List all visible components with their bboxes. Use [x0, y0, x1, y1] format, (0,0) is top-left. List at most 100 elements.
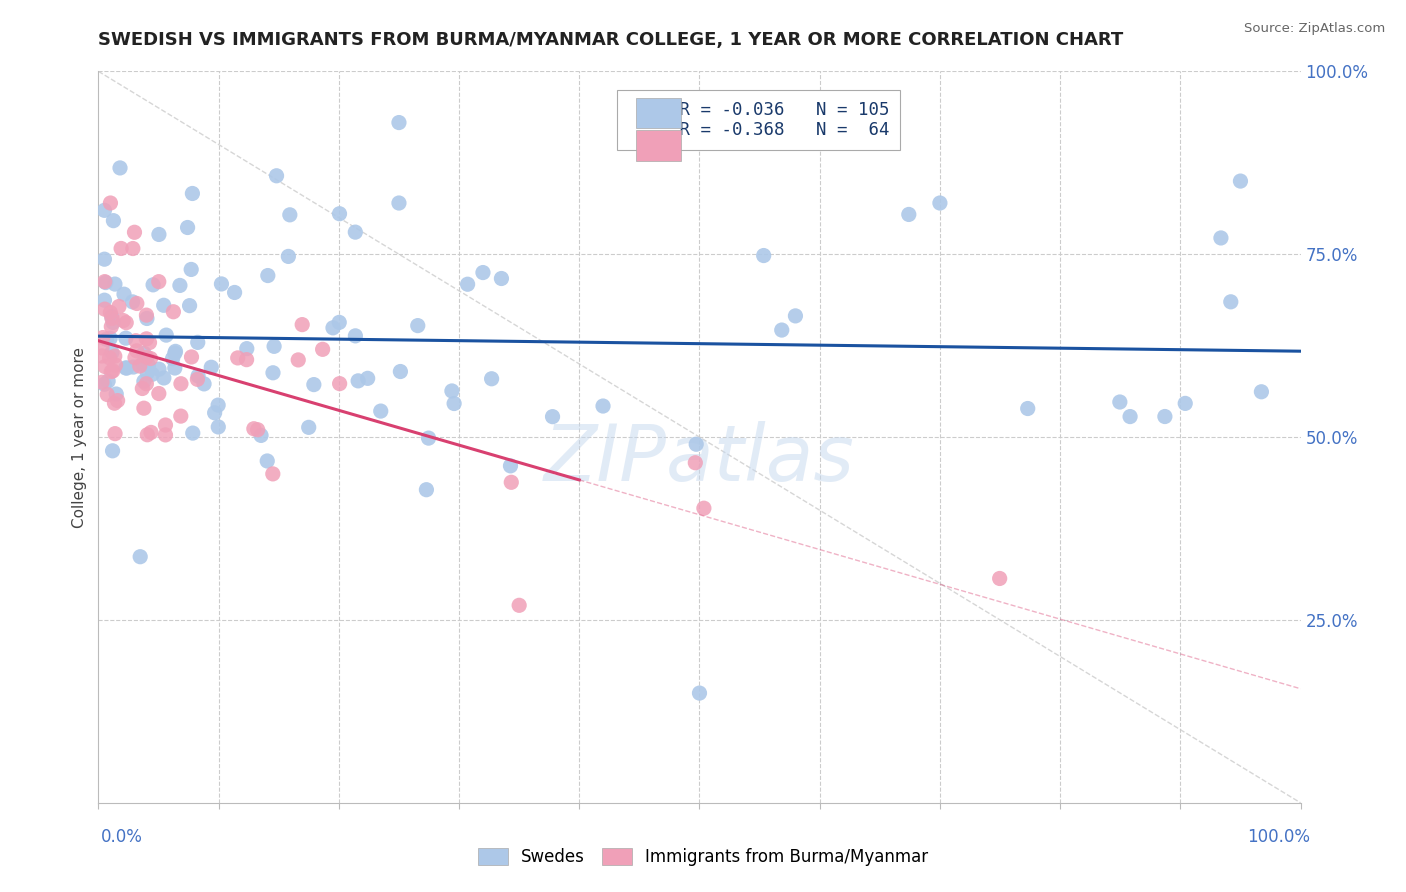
Point [125, 296, 148, 310]
Point [501, 475, 523, 490]
Point [93, 293, 115, 308]
Point [278, 208, 301, 222]
Point [347, 374, 370, 388]
Point [988, 572, 1011, 586]
Point [100, 365, 122, 379]
Point [163, 361, 186, 376]
Point [101, 315, 124, 329]
Point [388, 115, 411, 129]
Point [785, 309, 807, 323]
Point [141, 368, 163, 382]
Point [94, 276, 117, 290]
Point [181, 426, 204, 441]
Point [200, 360, 222, 375]
Point [1229, 174, 1251, 188]
Point [122, 359, 145, 374]
Point [93, 252, 115, 267]
Point [418, 431, 440, 445]
Point [204, 406, 226, 420]
Point [162, 305, 184, 319]
Point [138, 335, 160, 350]
Point [1219, 294, 1241, 309]
Point [322, 321, 344, 335]
Point [179, 299, 201, 313]
Point [186, 372, 208, 386]
Point [1174, 396, 1197, 410]
Point [142, 277, 165, 292]
Point [115, 331, 138, 345]
Point [224, 285, 246, 300]
Point [277, 249, 299, 263]
Point [415, 483, 437, 497]
Point [136, 427, 159, 442]
Point [250, 428, 273, 442]
Point [135, 332, 157, 346]
Point [311, 343, 333, 357]
Point [291, 318, 314, 332]
Point [207, 398, 229, 412]
Point [110, 242, 132, 256]
Point [256, 454, 278, 468]
Point [406, 318, 429, 333]
Point [302, 377, 325, 392]
Point [328, 207, 350, 221]
Text: ZIPatlas: ZIPatlas [544, 421, 855, 497]
Point [115, 316, 138, 330]
Text: R = -0.036   N = 105
     R = -0.368   N =  64: R = -0.036 N = 105 R = -0.368 N = 64 [627, 101, 890, 139]
Point [136, 366, 159, 380]
Y-axis label: College, 1 year or more: College, 1 year or more [72, 347, 87, 527]
Point [121, 294, 143, 309]
Point [689, 686, 711, 700]
Point [97, 374, 120, 388]
Point [148, 227, 170, 242]
Point [471, 266, 494, 280]
Point [96, 387, 118, 401]
Point [100, 319, 122, 334]
Point [187, 335, 209, 350]
Point [165, 344, 187, 359]
Point [180, 262, 202, 277]
Point [98, 351, 121, 365]
Point [132, 346, 155, 360]
Point [541, 409, 564, 424]
Point [211, 277, 233, 291]
Point [121, 242, 143, 256]
Point [100, 196, 122, 211]
Point [108, 300, 131, 314]
Point [125, 334, 148, 348]
Point [770, 323, 793, 337]
Point [693, 501, 716, 516]
Point [928, 196, 950, 211]
Point [107, 393, 129, 408]
Point [98, 305, 121, 319]
Point [389, 364, 412, 378]
Point [104, 358, 127, 372]
Point [176, 220, 198, 235]
Point [243, 422, 266, 436]
Point [101, 443, 124, 458]
Point [108, 161, 131, 175]
Point [131, 382, 153, 396]
Point [96, 332, 118, 346]
Point [328, 315, 350, 329]
Point [1119, 409, 1142, 424]
Point [91, 376, 114, 390]
Point [135, 308, 157, 322]
Point [104, 277, 127, 291]
FancyBboxPatch shape [636, 130, 682, 161]
Point [132, 357, 155, 371]
Point [101, 364, 124, 378]
Point [356, 371, 378, 385]
Point [115, 361, 138, 376]
Point [443, 396, 465, 410]
Point [135, 376, 157, 391]
Point [169, 278, 191, 293]
Point [491, 271, 513, 285]
Text: SWEDISH VS IMMIGRANTS FROM BURMA/MYANMAR COLLEGE, 1 YEAR OR MORE CORRELATION CHA: SWEDISH VS IMMIGRANTS FROM BURMA/MYANMAR… [98, 31, 1123, 49]
Point [508, 599, 530, 613]
Point [103, 396, 125, 410]
Point [104, 349, 127, 363]
Point [1154, 409, 1177, 424]
Point [139, 425, 162, 440]
Point [94, 359, 117, 374]
